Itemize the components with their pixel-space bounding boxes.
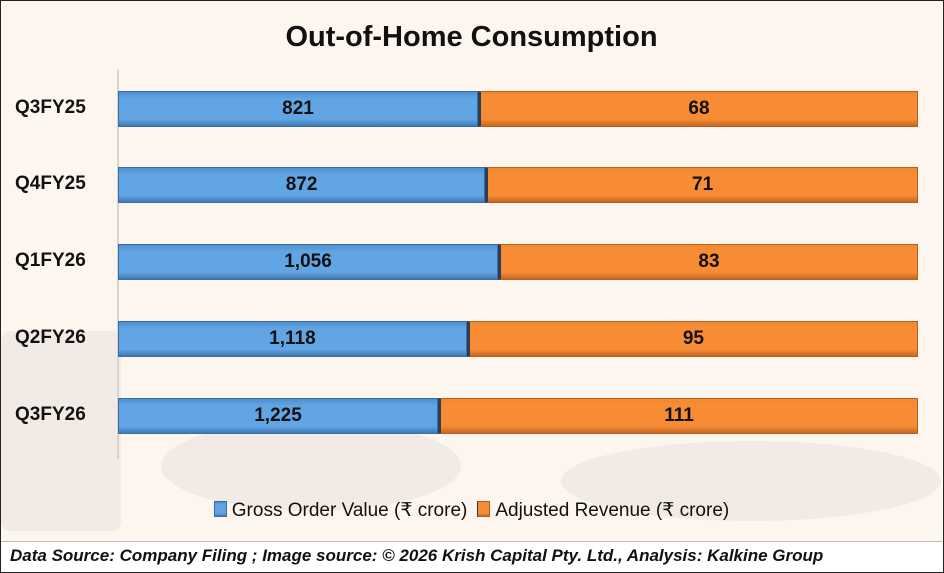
chart-area: Out-of-Home Consumption Gross Order Valu… [1,1,942,541]
bar-adjusted-revenue: 111 [438,398,918,434]
bar-adjusted-revenue: 71 [485,167,918,203]
legend-label: Gross Order Value (₹ crore) [231,500,468,521]
data-label: 83 [698,251,720,272]
data-label: 821 [282,98,314,119]
category-label: Q2FY26 [15,327,86,348]
legend-swatch-blue [213,501,227,517]
category-label: Q4FY25 [15,173,86,194]
data-label: 1,118 [269,328,316,349]
data-label: 95 [682,328,704,349]
bar-gross-order-value: 1,225 [118,398,438,434]
category-label: Q3FY26 [15,404,86,425]
bar-gross-order-value: 1,056 [118,244,498,280]
data-label: 111 [664,405,694,426]
bar-adjusted-revenue: 95 [466,321,918,357]
footer-divider [1,541,942,542]
chart-title: Out-of-Home Consumption [285,21,658,53]
data-label: 872 [285,174,318,195]
category-label: Q3FY25 [15,97,86,118]
background-coins-decoration [1,331,121,531]
data-label: 71 [692,174,714,195]
bar-gross-order-value: 872 [118,167,486,203]
data-label: 68 [688,98,710,119]
legend-swatch-orange [477,501,491,517]
data-label: 1,056 [284,251,332,272]
legend: Gross Order Value (₹ crore) Adjusted Rev… [1,499,942,522]
legend-item-gov[interactable]: Gross Order Value (₹ crore) [213,499,468,522]
data-label: 1,225 [254,405,302,426]
background-coins-decoration [561,441,941,521]
legend-label: Adjusted Revenue (₹ crore) [495,500,730,521]
source-footer: Data Source: Company Filing ; Image sour… [10,546,824,565]
bar-adjusted-revenue: 68 [478,91,918,127]
bar-gross-order-value: 1,118 [118,321,467,357]
category-label: Q1FY26 [15,250,86,271]
legend-item-revenue[interactable]: Adjusted Revenue (₹ crore) [477,499,729,522]
bar-adjusted-revenue: 83 [498,244,918,280]
background-coins-decoration [161,421,461,511]
bar-gross-order-value: 821 [118,91,478,127]
